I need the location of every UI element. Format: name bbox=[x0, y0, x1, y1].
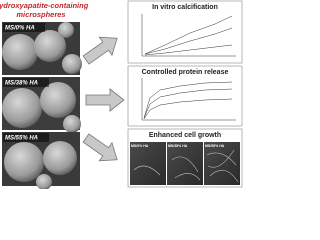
result-title: In vitro calcification bbox=[152, 4, 218, 11]
mini-chart bbox=[141, 14, 236, 57]
title-line: Hydroxyapatite-containing bbox=[0, 1, 89, 10]
result-title: Enhanced cell growth bbox=[149, 132, 221, 139]
title-line: microspheres bbox=[16, 10, 65, 19]
arrow bbox=[82, 133, 118, 162]
sem-image bbox=[204, 142, 240, 185]
sem-label: MS/0% HA bbox=[131, 144, 149, 148]
micrograph: MS/55% HA bbox=[2, 132, 80, 189]
result-title: Controlled protein release bbox=[142, 69, 229, 76]
micrograph: MS/38% HA bbox=[2, 77, 81, 133]
micrograph-label: MS/0% HA bbox=[5, 26, 35, 32]
arrow bbox=[85, 88, 125, 112]
sem-image bbox=[167, 142, 203, 185]
micrograph: MS/0% HA bbox=[2, 22, 82, 75]
sem-image bbox=[130, 142, 166, 185]
sem-label: MS/55% HA bbox=[205, 144, 225, 148]
sem-label: MS/38% HA bbox=[168, 144, 188, 148]
graphical-abstract: Hydroxyapatite-containing microspheres M… bbox=[0, 0, 243, 189]
mini-chart bbox=[141, 78, 236, 121]
result-panel: Enhanced cell growth MS/0% HA MS/38% HA … bbox=[127, 128, 243, 188]
arrow bbox=[82, 36, 118, 65]
result-panel: In vitro calcification bbox=[127, 0, 243, 64]
micrograph-label: MS/38% HA bbox=[5, 81, 38, 87]
micrograph-label: MS/55% HA bbox=[5, 136, 38, 142]
cell-texture bbox=[133, 149, 239, 183]
arrows bbox=[82, 36, 125, 162]
result-panel: Controlled protein release bbox=[127, 65, 243, 127]
